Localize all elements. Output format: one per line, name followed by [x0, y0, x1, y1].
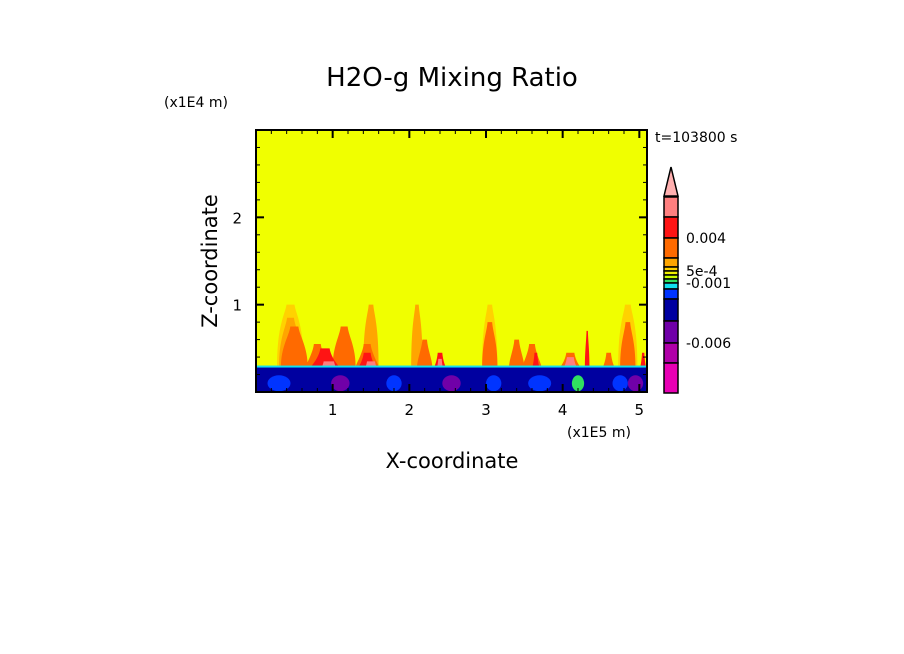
x-tick-label: 2: [405, 401, 415, 419]
colorbar-segment: [663, 362, 679, 394]
x-tick-label: 4: [558, 401, 568, 419]
lower-layer-patch: [386, 375, 402, 392]
y-tick-label: 1: [232, 297, 242, 315]
y-tick-label: 2: [232, 209, 242, 227]
x-tick-label: 3: [481, 401, 491, 419]
lower-layer-patch: [627, 375, 644, 392]
plot-area: [255, 129, 648, 393]
y-axis-label: Z-coordinate: [198, 194, 222, 328]
plume-contour: [280, 326, 308, 368]
colorbar-segment: [663, 216, 679, 239]
colorbar-label: 5e-4: [686, 264, 718, 280]
colorbar-segment: [663, 257, 679, 268]
lower-layer-patch: [442, 375, 461, 392]
time-label: t=103800 s: [655, 130, 737, 146]
lower-layer-patch: [571, 375, 585, 392]
plume-contour: [332, 326, 356, 368]
x-tick-label: 1: [328, 401, 338, 419]
axis-ticks: 1 2 3 4 5 1 2: [232, 130, 647, 419]
plume-contour: [509, 339, 525, 368]
plume-contour: [482, 322, 498, 368]
plume-contour: [620, 322, 636, 368]
plume-contour: [639, 352, 647, 369]
colorbar-segment: [663, 282, 679, 290]
colorbar-segment: [663, 342, 679, 364]
plume-contour: [584, 330, 590, 368]
x-tick-label: 5: [635, 401, 645, 419]
x-unit-label: (x1E5 m): [567, 425, 631, 441]
colorbar-label: 0.004: [686, 231, 726, 247]
plume-contour: [417, 339, 433, 368]
lower-layer-patch: [612, 375, 628, 392]
y-unit-label: (x1E4 m): [164, 95, 228, 111]
x-axis-label: X-coordinate: [386, 449, 519, 473]
plume-contour: [558, 357, 582, 372]
colorbar-segment: [663, 196, 679, 218]
plume-contour: [601, 352, 617, 369]
lower-layer-patch: [528, 375, 552, 392]
lower-layer-patch: [331, 375, 350, 392]
plume-contour: [411, 304, 423, 368]
plot-frame: [255, 129, 648, 393]
colorbar-segment: [663, 288, 679, 300]
colorbar: 0.004 5e-4-0.001 -0.006: [663, 166, 731, 394]
colorbar-extend-arrow: [663, 166, 679, 197]
colorbar-label: -0.001: [686, 276, 731, 292]
lower-layer-patch: [267, 375, 291, 392]
plume-contour: [531, 352, 541, 369]
lower-layer-patch: [486, 375, 502, 392]
colorbar-label: -0.006: [686, 336, 731, 352]
colorbar-segment: [663, 237, 679, 259]
layer-edge-contour: [256, 365, 647, 369]
colorbar-segment: [663, 320, 679, 344]
chart-title: H2O-g Mixing Ratio: [326, 63, 578, 93]
contour-field: [256, 130, 647, 392]
colorbar-segment: [663, 298, 679, 322]
